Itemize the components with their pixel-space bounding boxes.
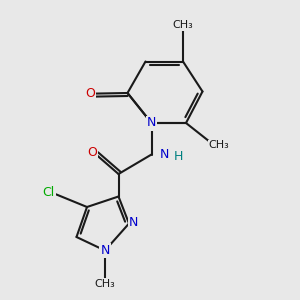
Text: CH₃: CH₃: [208, 140, 230, 151]
Text: N: N: [159, 148, 169, 161]
Text: O: O: [88, 146, 97, 159]
Text: Cl: Cl: [43, 185, 55, 199]
Text: O: O: [85, 87, 95, 100]
Text: CH₃: CH₃: [94, 279, 116, 289]
Text: N: N: [100, 244, 110, 257]
Text: H: H: [174, 150, 183, 164]
Text: N: N: [129, 215, 138, 229]
Text: CH₃: CH₃: [172, 20, 194, 31]
Text: N: N: [147, 116, 156, 130]
